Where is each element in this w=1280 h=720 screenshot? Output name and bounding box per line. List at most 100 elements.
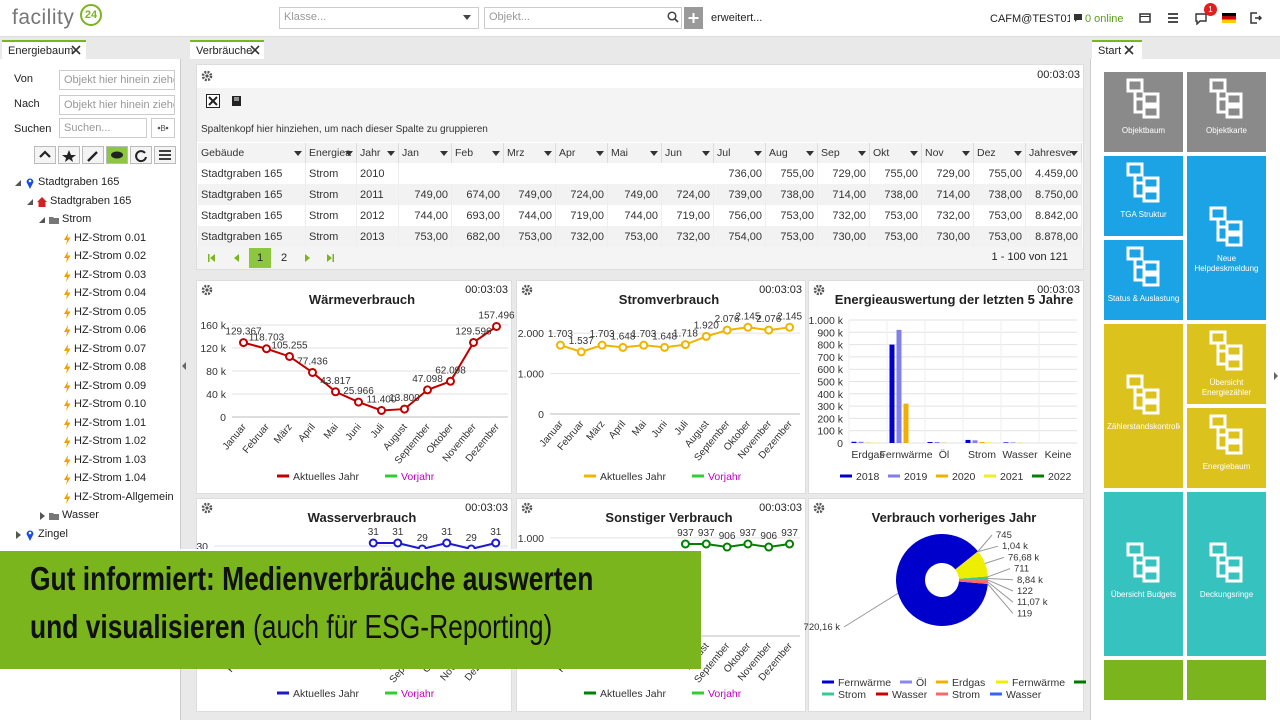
pager-button[interactable] bbox=[302, 253, 312, 263]
column-header[interactable]: Energiea bbox=[306, 143, 357, 163]
dashboard-tile[interactable]: Status & Auslastung bbox=[1104, 240, 1183, 320]
page-number[interactable]: 1 bbox=[249, 248, 271, 268]
menu-icon[interactable] bbox=[1167, 12, 1179, 24]
dashboard-tile[interactable]: TGA Struktur bbox=[1104, 156, 1183, 236]
pager-button[interactable] bbox=[207, 253, 217, 263]
tree-tool-button[interactable] bbox=[154, 146, 176, 164]
tree-node-label[interactable]: HZ-Strom 1.01 bbox=[74, 416, 147, 429]
page-number[interactable]: 2 bbox=[280, 252, 288, 264]
object-search[interactable]: Objekt... bbox=[484, 7, 682, 29]
tree-node-label[interactable]: Zingel bbox=[38, 527, 68, 540]
tree-tool-button[interactable] bbox=[58, 146, 80, 164]
dashboard-tile[interactable]: Objektbaum bbox=[1104, 72, 1183, 152]
search-options-button[interactable]: B bbox=[151, 118, 175, 138]
tree-node-label[interactable]: HZ-Strom 0.06 bbox=[74, 324, 147, 336]
splitter-handle[interactable] bbox=[1274, 372, 1279, 380]
dashboard-tile[interactable]: Neue Helpdeskmeldung bbox=[1187, 156, 1266, 320]
center-tab[interactable]: Verbräuche bbox=[190, 40, 264, 59]
column-header[interactable]: Apr bbox=[556, 143, 608, 163]
column-header[interactable]: Gebäude bbox=[198, 143, 306, 163]
column-header[interactable]: Dez bbox=[974, 143, 1026, 163]
close-icon[interactable] bbox=[1124, 45, 1134, 55]
tree-node-label[interactable]: HZ-Strom 0.09 bbox=[74, 379, 147, 392]
tree-node-label[interactable]: HZ-Strom 0.03 bbox=[74, 268, 147, 281]
tree-tool-button[interactable] bbox=[130, 146, 152, 164]
legend-swatch bbox=[385, 474, 397, 478]
column-header[interactable]: Jahresve bbox=[1026, 143, 1082, 163]
pager-button[interactable] bbox=[325, 253, 335, 263]
tree-node-label[interactable]: Stadtgraben 165 bbox=[38, 176, 120, 188]
right-tab[interactable]: Start bbox=[1092, 40, 1142, 59]
tree-tool-button[interactable] bbox=[106, 146, 128, 164]
class-select[interactable]: Klasse... bbox=[279, 7, 479, 29]
add-button[interactable] bbox=[684, 7, 703, 29]
excel-export-button[interactable] bbox=[206, 94, 220, 108]
tile-label: Objektkarte bbox=[1206, 126, 1247, 135]
legend-swatch bbox=[692, 691, 704, 695]
tree-toggle[interactable] bbox=[38, 216, 46, 224]
tree-node-label[interactable]: Stadtgraben 165 bbox=[50, 194, 132, 207]
column-header[interactable]: Nov bbox=[922, 143, 974, 163]
tree-toggle[interactable] bbox=[26, 198, 34, 206]
tree-tool-button[interactable] bbox=[34, 146, 56, 164]
column-header[interactable]: Mai bbox=[608, 143, 662, 163]
tree-toggle[interactable] bbox=[14, 530, 22, 539]
tree-node-label[interactable]: HZ-Strom 0.10 bbox=[74, 398, 147, 410]
settings-icon[interactable] bbox=[520, 283, 534, 297]
close-icon[interactable] bbox=[71, 45, 81, 55]
column-header[interactable]: Sep bbox=[818, 143, 870, 163]
dashboard-tile[interactable]: Zählerstandskontrolle bbox=[1104, 324, 1183, 488]
tree-node-label[interactable]: HZ-Strom 0.01 bbox=[74, 231, 147, 244]
settings-icon[interactable] bbox=[200, 69, 214, 83]
pager-button[interactable] bbox=[232, 253, 242, 263]
column-header[interactable]: Okt bbox=[870, 143, 922, 163]
tree-node-label[interactable]: HZ-Strom 0.02 bbox=[74, 250, 147, 262]
tree-toggle[interactable] bbox=[14, 179, 22, 187]
column-header[interactable]: Aug bbox=[766, 143, 818, 163]
column-header[interactable]: Mrz bbox=[504, 143, 556, 163]
tree-toggle[interactable] bbox=[38, 512, 46, 520]
table-cell: 753,00 bbox=[608, 226, 662, 247]
language-flag[interactable] bbox=[1222, 13, 1236, 23]
advanced-search[interactable]: erweitert... bbox=[711, 12, 763, 24]
dashboard-tile[interactable]: Deckungsringe bbox=[1187, 492, 1266, 656]
settings-icon[interactable] bbox=[520, 501, 534, 515]
left-tab[interactable]: Energiebaum bbox=[2, 40, 86, 59]
settings-icon[interactable] bbox=[200, 283, 214, 297]
dashboard-tile[interactable]: Objektkarte bbox=[1187, 72, 1266, 152]
tree-node-label[interactable]: HZ-Strom-Allgemein bbox=[74, 490, 174, 503]
column-header[interactable]: Feb bbox=[452, 143, 504, 163]
tree-node-label[interactable]: HZ-Strom 0.05 bbox=[74, 305, 147, 318]
column-header[interactable]: Jan bbox=[399, 143, 452, 163]
data-point bbox=[701, 331, 711, 341]
settings-icon[interactable] bbox=[812, 283, 826, 297]
settings-icon[interactable] bbox=[200, 501, 214, 515]
tree-node-label[interactable]: HZ-Strom 1.04 bbox=[74, 472, 147, 484]
tree-tool-button[interactable] bbox=[82, 146, 104, 164]
tree-node-label[interactable]: HZ-Strom 0.07 bbox=[74, 342, 147, 355]
dashboard-tile[interactable]: Energiebaum bbox=[1187, 408, 1266, 488]
column-header[interactable]: Jun bbox=[662, 143, 714, 163]
close-icon[interactable] bbox=[250, 45, 260, 55]
tree-node-label[interactable]: HZ-Strom 0.04 bbox=[74, 287, 147, 299]
dashboard-tile[interactable] bbox=[1187, 660, 1266, 700]
dashboard-tile[interactable]: Übersicht Energiezähler bbox=[1187, 324, 1266, 404]
logout-icon[interactable] bbox=[1250, 12, 1262, 24]
settings-icon[interactable] bbox=[812, 501, 826, 515]
tree-node-label[interactable]: HZ-Strom 1.02 bbox=[74, 435, 147, 447]
splitter-handle[interactable] bbox=[182, 362, 187, 370]
dashboard-tile[interactable] bbox=[1104, 660, 1183, 700]
column-header[interactable]: Jul bbox=[714, 143, 766, 163]
object-drop-field[interactable]: Objekt hier hinein ziehe bbox=[59, 95, 175, 115]
dashboard-tile[interactable]: Übersicht Budgets bbox=[1104, 492, 1183, 656]
screen-icon[interactable] bbox=[1139, 13, 1151, 23]
object-drop-field[interactable]: Objekt hier hinein ziehe bbox=[59, 70, 175, 90]
messages-icon[interactable] bbox=[1194, 13, 1208, 25]
search-field[interactable]: Suchen... bbox=[59, 118, 147, 138]
tree-node-label[interactable]: Strom bbox=[62, 213, 92, 225]
pdf-export-button[interactable] bbox=[229, 94, 243, 108]
tree-node-label[interactable]: HZ-Strom 1.03 bbox=[74, 453, 147, 466]
tree-node-label[interactable]: HZ-Strom 0.08 bbox=[74, 361, 147, 373]
tree-node-label[interactable]: Wasser bbox=[62, 509, 99, 521]
column-header[interactable]: Jahr bbox=[357, 143, 399, 163]
